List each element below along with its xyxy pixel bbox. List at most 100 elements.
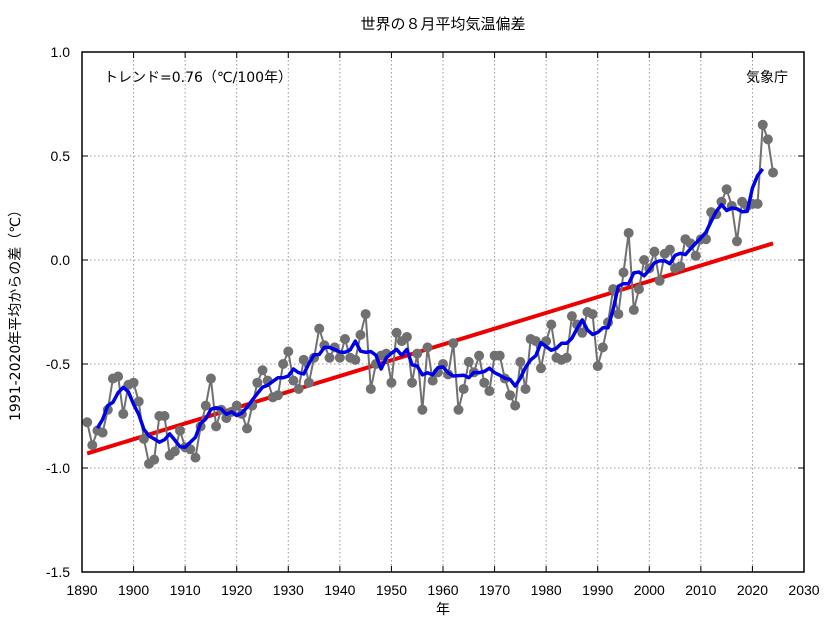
running-mean-group <box>95 167 765 449</box>
annual-anomaly-point <box>407 377 418 388</box>
annual-anomaly-point <box>391 327 402 338</box>
annual-anomaly-point <box>138 433 149 444</box>
annual-anomaly-point <box>757 119 768 130</box>
annual-anomaly-point <box>288 375 299 386</box>
annual-anomaly-point <box>633 284 644 295</box>
trend-annotation: トレンド=0.76（℃/100年） <box>104 70 292 86</box>
annual-anomaly-point <box>463 356 474 367</box>
annual-anomaly-point <box>505 390 516 401</box>
annual-anomaly-point <box>283 346 294 357</box>
annual-anomaly-point <box>664 244 675 255</box>
annual-anomaly-point <box>272 390 283 401</box>
x-tick-label: 1900 <box>118 582 149 598</box>
x-tick-label: 1930 <box>273 582 304 598</box>
annual-anomaly-point <box>618 267 629 278</box>
annual-anomaly-point <box>613 309 624 320</box>
annual-anomaly-point <box>623 227 634 238</box>
annual-anomaly-point <box>484 386 495 397</box>
annual-anomaly-point <box>458 383 469 394</box>
annual-anomaly-point <box>422 342 433 353</box>
annual-anomaly-point <box>427 375 438 386</box>
x-tick-label: 2020 <box>737 582 768 598</box>
annual-anomaly-point <box>128 377 139 388</box>
annual-anomaly-point <box>762 134 773 145</box>
x-tick-label: 1940 <box>324 582 355 598</box>
annual-anomaly-point <box>649 246 660 257</box>
annual-anomaly-point <box>520 383 531 394</box>
annual-anomaly-point <box>211 421 222 432</box>
annual-anomaly-point <box>252 377 263 388</box>
annual-anomaly-point <box>386 377 397 388</box>
annual-anomaly-point <box>510 400 521 411</box>
annual-anomaly-point <box>298 354 309 365</box>
annual-anomaly-point <box>675 261 686 272</box>
annual-anomaly-point <box>453 404 464 415</box>
annual-anomaly-point <box>561 352 572 363</box>
annual-anomaly-point <box>324 352 335 363</box>
annual-anomaly-point <box>535 363 546 374</box>
x-tick-label: 1960 <box>427 582 458 598</box>
annual-anomaly-point <box>133 396 144 407</box>
x-tick-label: 1980 <box>531 582 562 598</box>
annual-anomaly-point <box>314 323 325 334</box>
x-tick-label: 1910 <box>170 582 201 598</box>
annual-anomaly-point <box>174 425 185 436</box>
annual-anomaly-point <box>412 348 423 359</box>
annual-anomaly-point <box>360 309 371 320</box>
annual-anomaly-point <box>474 350 485 361</box>
annual-anomaly-point <box>293 383 304 394</box>
annual-anomaly-point <box>303 377 314 388</box>
annual-anomaly-point <box>350 354 361 365</box>
annual-anomaly-point <box>82 417 93 428</box>
annual-anomaly-point <box>716 196 727 207</box>
y-axis-label: 1991-2020年平均からの差（℃） <box>8 203 24 421</box>
annual-anomaly-point <box>690 250 701 261</box>
annual-anomaly-point <box>479 377 490 388</box>
y-tick-label: 1.0 <box>51 44 71 60</box>
annual-anomaly-point <box>417 404 428 415</box>
annual-anomaly-point <box>401 331 412 342</box>
annual-anomaly-point <box>752 198 763 209</box>
annual-anomaly-point <box>530 336 541 347</box>
annual-series-group <box>82 119 779 469</box>
annual-anomaly-point <box>721 184 732 195</box>
x-tick-label: 1970 <box>479 582 510 598</box>
annual-anomaly-point <box>592 361 603 372</box>
annual-anomaly-point <box>149 454 160 465</box>
annual-anomaly-point <box>334 352 345 363</box>
x-tick-label: 1990 <box>582 582 613 598</box>
annual-anomaly-point <box>355 329 366 340</box>
annual-anomaly-point <box>118 408 129 419</box>
annual-anomaly-point <box>597 342 608 353</box>
annual-anomaly-point <box>257 365 268 376</box>
annual-anomaly-point <box>654 275 665 286</box>
annual-anomaly-point <box>587 309 598 320</box>
annual-anomaly-point <box>205 373 216 384</box>
annual-anomaly-point <box>200 400 211 411</box>
y-tick-label: -1.5 <box>46 564 70 580</box>
annual-anomaly-point <box>97 427 108 438</box>
annual-anomaly-point <box>577 327 588 338</box>
chart-title: 世界の８月平均気温偏差 <box>360 15 525 33</box>
annual-anomaly-point <box>365 383 376 394</box>
annual-anomaly-point <box>113 371 124 382</box>
x-tick-label: 2030 <box>788 582 819 598</box>
annual-anomaly-point <box>190 452 201 463</box>
y-tick-label: 0.5 <box>51 148 71 164</box>
annual-anomaly-point <box>448 338 459 349</box>
y-tick-label: -1.0 <box>46 460 70 476</box>
annual-anomaly-point <box>242 423 253 434</box>
annual-anomaly-point <box>159 411 170 421</box>
y-tick-label: -0.5 <box>46 356 70 372</box>
annual-anomaly-point <box>494 350 505 361</box>
annual-anomaly-point <box>515 356 526 367</box>
x-tick-label: 1890 <box>66 582 97 598</box>
annual-anomaly-point <box>731 236 742 247</box>
annual-anomaly-point <box>566 311 577 322</box>
annual-anomaly-point <box>628 304 639 315</box>
annual-anomaly-point <box>340 334 351 345</box>
annual-anomaly-point <box>169 446 180 457</box>
x-tick-label: 1920 <box>221 582 252 598</box>
annual-anomaly-point <box>231 400 242 411</box>
